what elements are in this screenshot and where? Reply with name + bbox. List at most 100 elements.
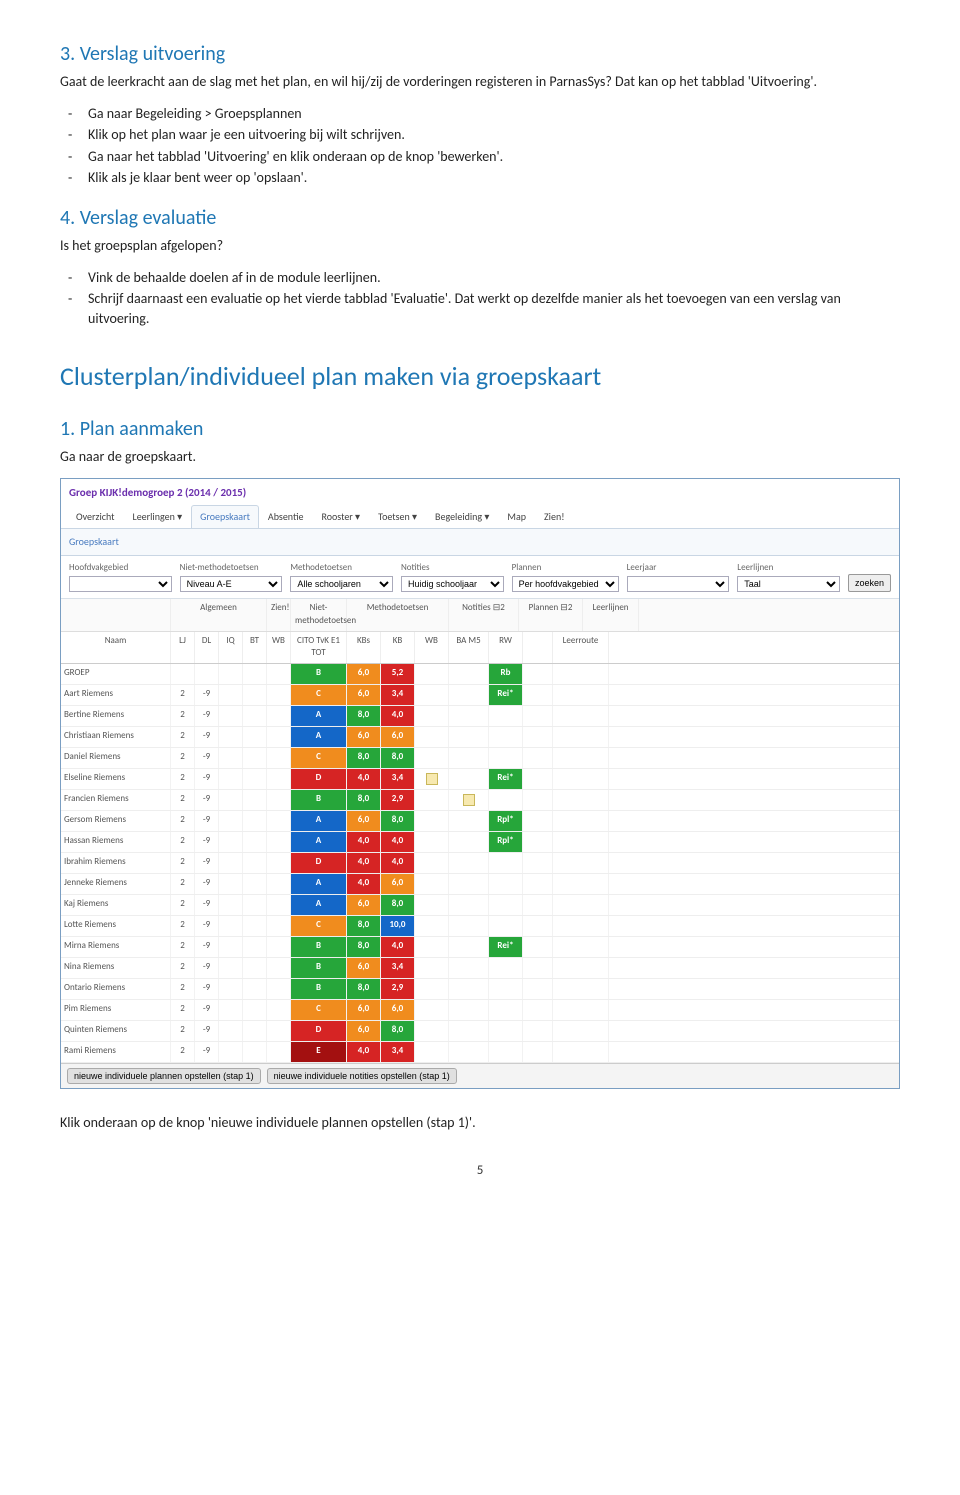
tab-toetsen[interactable]: Toetsen ▾ (369, 505, 426, 528)
list-item: Klik op het plan waar je een uitvoering … (88, 125, 900, 145)
cell: 2 (171, 706, 195, 726)
cell (267, 748, 291, 768)
filter-select-nietmethodetoetsen[interactable]: Niveau A-E (180, 576, 283, 592)
new-plans-button[interactable]: nieuwe individuele plannen opstellen (st… (67, 1068, 261, 1084)
cell (415, 748, 449, 768)
cell: C (291, 685, 347, 705)
cell: 8,0 (381, 895, 415, 915)
cell (267, 874, 291, 894)
tab-absentie[interactable]: Absentie (259, 505, 313, 528)
cell (267, 706, 291, 726)
tab-rooster[interactable]: Rooster ▾ (313, 505, 370, 528)
tab-leerlingen[interactable]: Leerlingen ▾ (124, 505, 192, 528)
cell: Quinten Riemens (61, 1021, 171, 1041)
note-icon[interactable] (426, 773, 438, 785)
table-row: Elseline Riemens2-9D4,03,4Rei* (61, 769, 899, 790)
cell: 8,0 (381, 811, 415, 831)
cell (267, 937, 291, 957)
cell: 2,9 (381, 790, 415, 810)
cell: -9 (195, 727, 219, 747)
tab-overzicht[interactable]: Overzicht (67, 505, 124, 528)
cell (171, 664, 195, 684)
cell: 2 (171, 727, 195, 747)
cell: B (291, 958, 347, 978)
filter-select-leerjaar[interactable] (627, 576, 730, 592)
cell: 2 (171, 937, 195, 957)
cell: B (291, 790, 347, 810)
cell: -9 (195, 832, 219, 852)
cell (243, 937, 267, 957)
filter-select-leerlijnen[interactable]: Taal (737, 576, 840, 592)
table-row: Aart Riemens2-9C6,03,4Rei* (61, 685, 899, 706)
cell: GROEP (61, 664, 171, 684)
cell (523, 853, 553, 873)
closing-text: Klik onderaan op de knop 'nieuwe individ… (60, 1113, 900, 1133)
list-item: Ga naar het tabblad 'Uitvoering' en klik… (88, 147, 900, 167)
cell (523, 895, 553, 915)
tab-begeleiding[interactable]: Begeleiding ▾ (426, 505, 498, 528)
col-header: Leerroute (553, 632, 609, 663)
cell (415, 790, 449, 810)
app-header: Groep KIJK!demogroep 2 (2014 / 2015) (61, 479, 899, 500)
cell (267, 895, 291, 915)
filter-select-hoofdvakgebied[interactable] (69, 576, 172, 592)
cell (219, 853, 243, 873)
cell: C (291, 1000, 347, 1020)
cell (243, 874, 267, 894)
cell (449, 706, 489, 726)
cell (449, 895, 489, 915)
cell (523, 727, 553, 747)
cell (415, 811, 449, 831)
col-header: KB (381, 632, 415, 663)
cell (523, 706, 553, 726)
cell (553, 916, 609, 936)
cell (553, 832, 609, 852)
cell (449, 1021, 489, 1041)
cell: -9 (195, 958, 219, 978)
filter-select-methodetoetsen[interactable]: Alle schooljaren (290, 576, 393, 592)
table-row: Daniel Riemens2-9C8,08,0 (61, 748, 899, 769)
group-header: Niet-methodetoetsen (291, 599, 347, 630)
cell (219, 874, 243, 894)
table-row: Mirna Riemens2-9B8,04,0Rei* (61, 937, 899, 958)
cell: 6,0 (381, 874, 415, 894)
cell (523, 937, 553, 957)
cell: 2 (171, 832, 195, 852)
section4-list: Vink de behaalde doelen af in de module … (60, 268, 900, 329)
cell (195, 664, 219, 684)
note-icon[interactable] (463, 794, 475, 806)
cell (267, 790, 291, 810)
cell (267, 1042, 291, 1062)
cell (219, 916, 243, 936)
cell: 2 (171, 1000, 195, 1020)
cell (267, 727, 291, 747)
table-row: Ontario Riemens2-9B8,02,9 (61, 979, 899, 1000)
cell: 8,0 (347, 937, 381, 957)
table-row: Gersom Riemens2-9A6,08,0Rpl* (61, 811, 899, 832)
filter-select-notities[interactable]: Huidig schooljaar (401, 576, 504, 592)
col-header: RW (489, 632, 523, 663)
tab-map[interactable]: Map (498, 505, 535, 528)
cell (219, 811, 243, 831)
filter-select-plannen[interactable]: Per hoofdvakgebied (512, 576, 619, 592)
search-button[interactable]: zoeken (848, 574, 891, 592)
filter-label: Plannen (512, 562, 619, 575)
cell: -9 (195, 895, 219, 915)
col-header: LJ (171, 632, 195, 663)
cell (553, 706, 609, 726)
tab-groepskaart[interactable]: Groepskaart (191, 505, 259, 528)
new-notes-button[interactable]: nieuwe individuele notities opstellen (s… (267, 1068, 457, 1084)
cell: Bertine Riemens (61, 706, 171, 726)
cell: 5,2 (381, 664, 415, 684)
col-header: KBs (347, 632, 381, 663)
panel-title: Groepskaart (61, 528, 899, 556)
cell: A (291, 727, 347, 747)
cell: -9 (195, 853, 219, 873)
cell: A (291, 811, 347, 831)
cell (553, 874, 609, 894)
cell (415, 727, 449, 747)
tab-zien[interactable]: Zien! (535, 505, 573, 528)
cell (523, 685, 553, 705)
cell (243, 895, 267, 915)
table-row: Nina Riemens2-9B6,03,4 (61, 958, 899, 979)
